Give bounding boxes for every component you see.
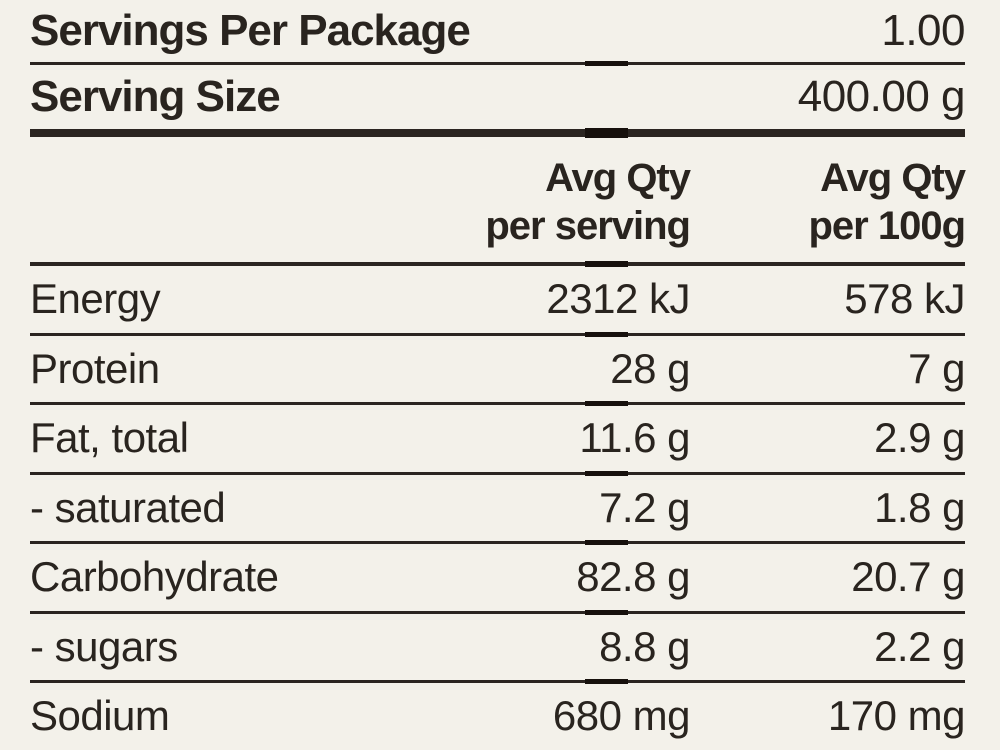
- rule-overlap-mark: [585, 609, 629, 615]
- table-row-energy: Energy 2312 kJ 578 kJ: [30, 266, 966, 333]
- divider-thin: [30, 401, 965, 406]
- nutrient-label: - saturated: [30, 483, 226, 531]
- nutrient-label: Carbohydrate: [30, 553, 279, 601]
- divider-thin: [30, 61, 965, 66]
- value-per-serving: 8.8 g: [599, 622, 690, 670]
- rule-overlap-mark: [585, 401, 629, 406]
- rule-overlap-mark: [585, 540, 629, 545]
- column-header-per-100g: Avg Qty per 100g: [690, 154, 966, 250]
- value-per-100g: 2.2 g: [874, 622, 965, 670]
- table-row-protein: Protein 28 g 7 g: [30, 336, 966, 403]
- nutrient-label: Protein: [30, 344, 160, 392]
- value-per-serving: 2312 kJ: [546, 275, 690, 323]
- divider-thin: [30, 609, 965, 615]
- value-per-100g: 2.9 g: [874, 414, 965, 462]
- divider-thin: [30, 679, 965, 684]
- serving-size-row: Serving Size 400.00 g: [30, 65, 966, 129]
- value-per-100g: 578 kJ: [844, 275, 965, 323]
- rule-overlap-mark: [585, 261, 629, 267]
- nutrient-label: - sugars: [30, 622, 178, 670]
- value-per-100g: 1.8 g: [874, 483, 965, 531]
- divider-thin: [30, 540, 965, 545]
- divider-header: [30, 261, 965, 267]
- table-row-saturated-fat: - saturated 7.2 g 1.8 g: [30, 475, 966, 542]
- value-per-100g: 7 g: [908, 344, 965, 392]
- divider-thick: [30, 128, 965, 138]
- rule-overlap-mark: [585, 61, 629, 66]
- column-header-line: per 100g: [808, 204, 966, 248]
- value-per-serving: 28 g: [610, 344, 690, 392]
- table-row-fat-total: Fat, total 11.6 g 2.9 g: [30, 405, 966, 472]
- nutrient-label: Energy: [30, 275, 161, 323]
- column-header-row: Avg Qty per serving Avg Qty per 100g: [30, 137, 966, 262]
- servings-per-package-row: Servings Per Package 1.00: [30, 0, 965, 62]
- table-row-carbohydrate: Carbohydrate 82.8 g 20.7 g: [30, 544, 966, 611]
- nutrient-label: Fat, total: [30, 414, 189, 462]
- value-per-serving: 11.6 g: [579, 414, 690, 462]
- servings-per-package-label: Servings Per Package: [30, 6, 471, 55]
- divider-thin: [30, 470, 965, 476]
- serving-size-label: Serving Size: [30, 72, 281, 121]
- rule-overlap-mark: [585, 331, 629, 337]
- serving-size-value: 400.00 g: [797, 72, 966, 121]
- table-row-sugars: - sugars 8.8 g 2.2 g: [30, 614, 966, 681]
- nutrient-label: Sodium: [30, 692, 170, 740]
- column-header-line: per serving: [485, 204, 691, 248]
- column-header-line: Avg Qty: [820, 156, 966, 200]
- column-header-line: Avg Qty: [545, 156, 691, 200]
- rule-overlap-mark: [585, 470, 629, 476]
- value-per-serving: 680 mg: [552, 692, 691, 740]
- value-per-100g: 170 mg: [827, 692, 966, 740]
- value-per-serving: 7.2 g: [599, 483, 690, 531]
- value-per-serving: 82.8 g: [576, 553, 690, 601]
- value-per-100g: 20.7 g: [851, 553, 965, 601]
- column-header-per-serving: Avg Qty per serving: [485, 154, 691, 250]
- table-row-sodium: Sodium 680 mg 170 mg: [30, 683, 966, 750]
- rule-overlap-mark: [585, 128, 629, 138]
- rule-overlap-mark: [585, 679, 629, 684]
- servings-per-package-value: 1.00: [881, 6, 965, 55]
- divider-thin: [30, 331, 965, 337]
